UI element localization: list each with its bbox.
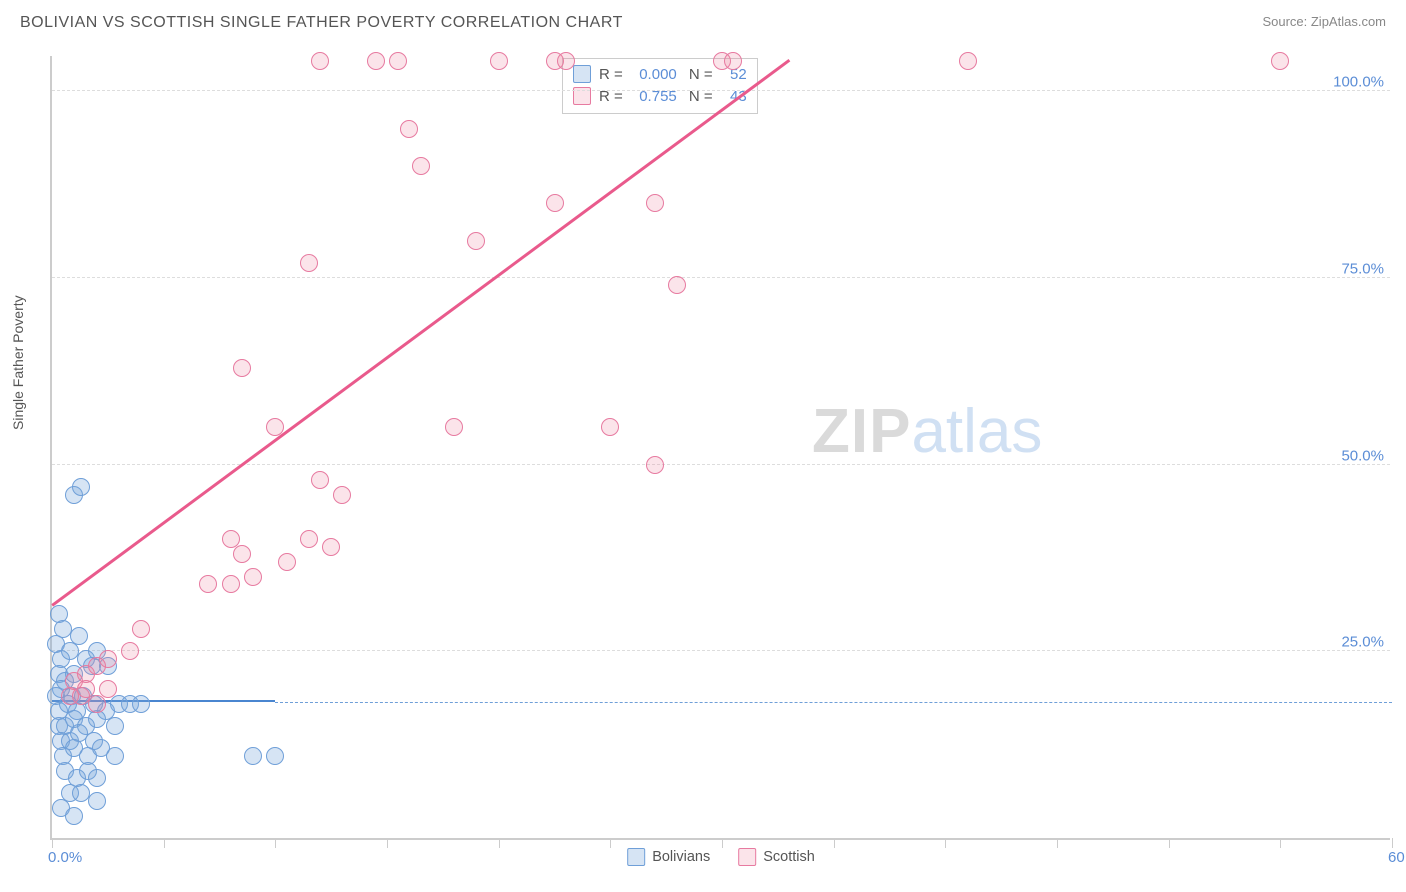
point-scottish <box>646 194 664 212</box>
gridline <box>52 90 1390 91</box>
point-scottish <box>244 568 262 586</box>
legend-label: Scottish <box>763 849 815 865</box>
x-tick <box>1169 838 1170 848</box>
point-scottish <box>199 575 217 593</box>
y-axis-label: Single Father Poverty <box>10 295 26 430</box>
point-scottish <box>99 680 117 698</box>
point-scottish <box>300 254 318 272</box>
x-tick <box>52 838 53 848</box>
point-scottish <box>467 232 485 250</box>
stats-row-scottish: R =0.755 N =43 <box>573 85 747 107</box>
point-bolivians <box>106 747 124 765</box>
point-scottish <box>412 157 430 175</box>
x-tick <box>722 838 723 848</box>
bottom-legend: Bolivians Scottish <box>627 848 815 866</box>
point-scottish <box>1271 52 1289 70</box>
legend-item-bolivians: Bolivians <box>627 848 710 866</box>
x-tick <box>499 838 500 848</box>
point-scottish <box>266 418 284 436</box>
point-bolivians <box>65 807 83 825</box>
point-bolivians <box>132 695 150 713</box>
point-scottish <box>88 695 106 713</box>
x-tick <box>610 838 611 848</box>
watermark: ZIPatlas <box>812 396 1042 467</box>
point-scottish <box>233 359 251 377</box>
point-scottish <box>389 52 407 70</box>
point-bolivians <box>72 478 90 496</box>
point-scottish <box>233 545 251 563</box>
point-bolivians <box>88 792 106 810</box>
point-scottish <box>322 538 340 556</box>
point-scottish <box>400 120 418 138</box>
trend-line-scottish <box>51 59 789 606</box>
point-scottish <box>601 418 619 436</box>
legend-swatch-bolivians <box>627 848 645 866</box>
point-scottish <box>367 52 385 70</box>
point-scottish <box>445 418 463 436</box>
point-scottish <box>311 471 329 489</box>
x-tick <box>164 838 165 848</box>
y-tick-label: 100.0% <box>1333 74 1384 91</box>
point-scottish <box>557 52 575 70</box>
stat-r-value: 0.000 <box>631 66 677 83</box>
point-scottish <box>668 276 686 294</box>
point-bolivians <box>266 747 284 765</box>
point-scottish <box>300 530 318 548</box>
swatch-bolivians <box>573 65 591 83</box>
x-tick <box>275 838 276 848</box>
stat-r-label: R = <box>599 66 623 83</box>
point-scottish <box>132 620 150 638</box>
point-scottish <box>278 553 296 571</box>
y-tick-label: 75.0% <box>1341 261 1384 278</box>
chart-container: ZIPatlas R =0.000 N =52R =0.755 N =43 Bo… <box>50 56 1390 840</box>
point-scottish <box>646 456 664 474</box>
gridline <box>52 464 1390 465</box>
y-tick-label: 50.0% <box>1341 447 1384 464</box>
point-bolivians <box>106 717 124 735</box>
legend-label: Bolivians <box>652 849 710 865</box>
x-tick <box>1057 838 1058 848</box>
point-bolivians <box>88 769 106 787</box>
x-tick <box>834 838 835 848</box>
point-scottish <box>490 52 508 70</box>
point-scottish <box>724 52 742 70</box>
x-tick <box>945 838 946 848</box>
stat-n-label: N = <box>685 66 713 83</box>
point-scottish <box>959 52 977 70</box>
watermark-zip: ZIP <box>812 397 911 466</box>
point-bolivians <box>244 747 262 765</box>
point-scottish <box>121 642 139 660</box>
trend-dash-bolivians <box>275 702 1392 703</box>
y-tick-label: 25.0% <box>1341 634 1384 651</box>
point-scottish <box>546 194 564 212</box>
source-label: Source: ZipAtlas.com <box>1262 14 1386 29</box>
gridline <box>52 277 1390 278</box>
watermark-atlas: atlas <box>911 397 1042 466</box>
point-scottish <box>333 486 351 504</box>
point-scottish <box>222 575 240 593</box>
plot-area: ZIPatlas R =0.000 N =52R =0.755 N =43 Bo… <box>50 56 1390 840</box>
x-tick <box>1392 838 1393 848</box>
legend-swatch-scottish <box>738 848 756 866</box>
x-tick-label: 60.0% <box>1388 849 1406 866</box>
x-tick <box>1280 838 1281 848</box>
point-scottish <box>311 52 329 70</box>
x-tick-label: 0.0% <box>48 849 82 866</box>
x-tick <box>387 838 388 848</box>
legend-item-scottish: Scottish <box>738 848 815 866</box>
chart-title: BOLIVIAN VS SCOTTISH SINGLE FATHER POVER… <box>20 14 623 32</box>
gridline <box>52 650 1390 651</box>
